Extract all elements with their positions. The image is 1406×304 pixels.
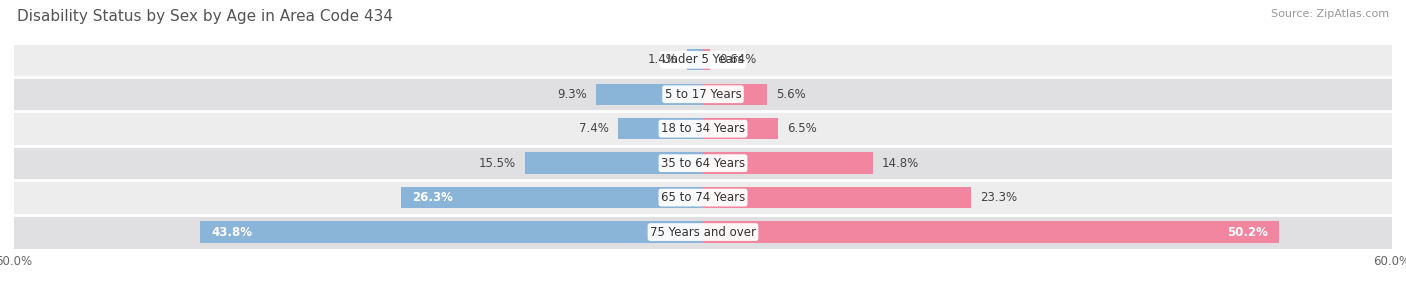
Bar xyxy=(703,49,710,71)
Bar xyxy=(619,118,703,139)
Bar xyxy=(596,84,703,105)
Text: 0.64%: 0.64% xyxy=(720,53,756,66)
Text: Under 5 Years: Under 5 Years xyxy=(662,53,744,66)
Text: 23.3%: 23.3% xyxy=(980,191,1017,204)
Bar xyxy=(14,180,1392,215)
Text: 5 to 17 Years: 5 to 17 Years xyxy=(665,88,741,101)
Text: 43.8%: 43.8% xyxy=(211,226,253,239)
Bar xyxy=(703,118,778,139)
Text: 7.4%: 7.4% xyxy=(579,122,609,135)
Bar xyxy=(200,221,703,243)
Text: Source: ZipAtlas.com: Source: ZipAtlas.com xyxy=(1271,9,1389,19)
Text: 35 to 64 Years: 35 to 64 Years xyxy=(661,157,745,170)
Text: 50.2%: 50.2% xyxy=(1227,226,1268,239)
Bar xyxy=(703,84,768,105)
Text: 1.4%: 1.4% xyxy=(648,53,678,66)
Text: 5.6%: 5.6% xyxy=(776,88,806,101)
Text: 65 to 74 Years: 65 to 74 Years xyxy=(661,191,745,204)
Bar xyxy=(703,153,873,174)
Text: 9.3%: 9.3% xyxy=(557,88,588,101)
Bar xyxy=(14,43,1392,77)
Text: 75 Years and over: 75 Years and over xyxy=(650,226,756,239)
Text: 15.5%: 15.5% xyxy=(478,157,516,170)
Text: 6.5%: 6.5% xyxy=(787,122,817,135)
Text: 26.3%: 26.3% xyxy=(412,191,453,204)
Bar xyxy=(688,49,703,71)
Bar xyxy=(703,221,1279,243)
Bar xyxy=(703,187,970,208)
Text: 14.8%: 14.8% xyxy=(882,157,920,170)
Bar xyxy=(14,215,1392,249)
Text: 18 to 34 Years: 18 to 34 Years xyxy=(661,122,745,135)
Bar xyxy=(524,153,703,174)
Bar xyxy=(401,187,703,208)
Bar xyxy=(14,77,1392,112)
Bar xyxy=(14,112,1392,146)
Bar xyxy=(14,146,1392,180)
Text: Disability Status by Sex by Age in Area Code 434: Disability Status by Sex by Age in Area … xyxy=(17,9,392,24)
